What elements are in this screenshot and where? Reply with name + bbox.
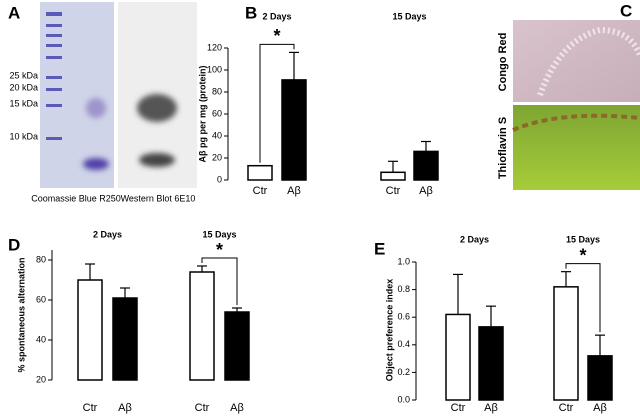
- marker-label: 25 kDa: [9, 70, 38, 80]
- x-tick-label: Ctr: [83, 402, 98, 414]
- x-tick-label: Aβ: [593, 402, 607, 414]
- y-tick-label: 40: [212, 130, 222, 140]
- x-tick-label: Aβ: [230, 402, 244, 414]
- x-tick-label: Aβ: [484, 402, 498, 414]
- y-tick-label: 1.0: [397, 256, 410, 266]
- group-title: 15 Days: [392, 11, 426, 21]
- y-tick-label: 20: [36, 374, 46, 384]
- y-axis-title: Aβ pg per mg (protein): [197, 66, 207, 163]
- y-tick-label: 80: [36, 254, 46, 264]
- bar: [112, 297, 138, 381]
- ladder: [46, 12, 62, 140]
- y-tick-label: 0.0: [397, 394, 410, 404]
- panel-label: D: [8, 235, 20, 254]
- y-tick-label: 60: [36, 294, 46, 304]
- x-tick-label: Ctr: [195, 402, 210, 414]
- congo-image: [513, 20, 640, 102]
- marker-label: 20 kDa: [9, 82, 38, 92]
- band: [86, 98, 106, 118]
- bar: [445, 313, 471, 401]
- x-tick-label: Aβ: [419, 185, 433, 197]
- bar: [281, 79, 307, 181]
- y-tick-label: 100: [207, 64, 222, 74]
- y-tick-label: 120: [207, 42, 222, 52]
- bar: [380, 171, 406, 181]
- y-tick-label: 80: [212, 86, 222, 96]
- stain-label: Congo Red: [497, 33, 509, 92]
- x-tick-label: Ctr: [386, 185, 401, 197]
- x-tick-label: Ctr: [451, 402, 466, 414]
- x-tick-label: Ctr: [559, 402, 574, 414]
- marker-label: 10 kDa: [9, 131, 38, 141]
- group-title: 15 Days: [566, 234, 600, 244]
- plaque: [537, 26, 640, 97]
- y-tick-label: 0.2: [397, 367, 410, 377]
- panel-label: C: [620, 1, 632, 20]
- bar: [478, 326, 504, 401]
- group-title: 2 Days: [93, 229, 122, 239]
- significance-bracket: [565, 263, 601, 333]
- band: [83, 158, 109, 170]
- y-axis-title: Object preference index: [384, 279, 394, 382]
- plaque: [512, 113, 640, 132]
- y-axis-title: % spontaneous alternation: [16, 257, 26, 372]
- bar: [413, 150, 439, 181]
- y-tick-label: 20: [212, 152, 222, 162]
- y-tick-label: 0: [217, 174, 222, 184]
- bar: [587, 355, 613, 401]
- x-tick-label: Aβ: [118, 402, 132, 414]
- group-title: 15 Days: [202, 229, 236, 239]
- significance-bracket: [201, 257, 238, 305]
- bar: [224, 311, 250, 381]
- group-title: 2 Days: [460, 234, 489, 244]
- panel-label: B: [245, 3, 257, 22]
- bar: [553, 286, 579, 401]
- y-tick-label: 0.8: [397, 284, 410, 294]
- bar: [247, 164, 273, 181]
- x-tick-label: Aβ: [287, 185, 301, 197]
- significance-star: *: [579, 245, 586, 265]
- y-tick-label: 60: [212, 108, 222, 118]
- bar: [189, 271, 215, 381]
- caption: Western Blot 6E10: [121, 193, 196, 203]
- panel-label: A: [8, 3, 20, 22]
- gel-image: [40, 2, 114, 188]
- y-tick-label: 0.6: [397, 312, 410, 322]
- thioflavin-image: [513, 105, 640, 190]
- band: [137, 94, 177, 122]
- marker-label: 15 kDa: [9, 98, 38, 108]
- caption: Coomassie Blue R250: [31, 193, 121, 203]
- significance-star: *: [216, 240, 223, 260]
- band: [139, 153, 175, 167]
- panel-label: E: [374, 239, 385, 258]
- y-tick-label: 0.4: [397, 339, 410, 349]
- y-tick-label: 40: [36, 334, 46, 344]
- significance-bracket: [259, 43, 295, 163]
- x-tick-label: Ctr: [253, 185, 268, 197]
- significance-star: *: [273, 26, 280, 46]
- group-title: 2 Days: [262, 11, 291, 21]
- bar: [77, 279, 103, 381]
- stain-label: Thioflavin S: [497, 117, 509, 179]
